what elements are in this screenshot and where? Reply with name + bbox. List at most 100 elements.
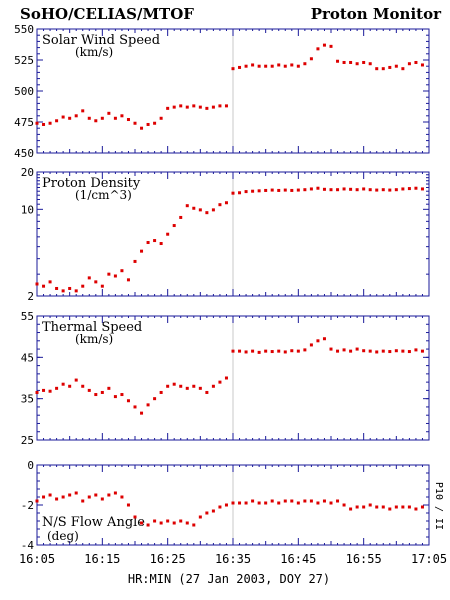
- x-tick-label: 16:35: [215, 552, 251, 566]
- data-point: [251, 499, 255, 503]
- data-point: [146, 403, 150, 407]
- data-point: [126, 399, 130, 403]
- data-point: [342, 60, 346, 64]
- data-point: [81, 499, 85, 503]
- data-point: [205, 390, 209, 394]
- data-point: [185, 521, 189, 525]
- data-point: [61, 115, 65, 119]
- data-point: [388, 65, 392, 69]
- header-left-title: SoHO/CELIAS/MTOF: [20, 5, 194, 23]
- data-point: [322, 43, 326, 47]
- data-point: [172, 224, 176, 228]
- panel-4: -4 -2 0 N/S Flow Angle(deg): [21, 459, 430, 552]
- data-point: [179, 104, 183, 108]
- data-point: [146, 241, 150, 245]
- data-point: [166, 232, 170, 236]
- data-point: [55, 386, 59, 390]
- data-point: [388, 188, 392, 192]
- data-point: [211, 105, 215, 109]
- data-point: [55, 119, 59, 123]
- panel-2: 2 10 20 Proton Density(1/cm^3): [21, 166, 430, 303]
- data-point: [401, 67, 405, 71]
- data-point: [336, 499, 340, 503]
- y-tick-label: 35: [21, 393, 34, 406]
- y-tick-label: 25: [21, 434, 34, 447]
- data-point: [388, 350, 392, 354]
- data-point: [349, 349, 353, 353]
- data-point: [296, 188, 300, 192]
- data-point: [153, 397, 157, 401]
- data-point: [296, 501, 300, 505]
- data-point: [342, 503, 346, 507]
- data-point: [107, 386, 111, 390]
- panel-title: Solar Wind Speed: [42, 33, 160, 48]
- data-point: [244, 501, 248, 505]
- data-point: [74, 378, 78, 382]
- data-point: [55, 286, 59, 290]
- panel-title: N/S Flow Angle: [42, 515, 145, 530]
- x-tick-label: 16:45: [280, 552, 316, 566]
- data-point: [270, 64, 274, 68]
- data-point: [251, 63, 255, 67]
- data-point: [283, 350, 287, 354]
- x-tick-label: 16:25: [150, 552, 186, 566]
- data-point: [309, 343, 313, 347]
- data-point: [87, 495, 91, 499]
- data-point: [100, 284, 104, 288]
- y-tick-label: 0: [27, 459, 34, 472]
- data-point: [35, 282, 39, 286]
- data-point: [185, 105, 189, 109]
- data-point: [153, 239, 157, 243]
- data-point: [316, 47, 320, 51]
- data-point: [120, 393, 124, 397]
- data-point: [375, 505, 379, 509]
- data-point: [94, 119, 98, 123]
- data-point: [388, 507, 392, 511]
- data-point: [126, 503, 130, 507]
- data-point: [342, 187, 346, 191]
- data-point: [264, 64, 268, 68]
- x-axis-label: HR:MIN (27 Jan 2003, DOY 27): [128, 572, 330, 586]
- data-point: [205, 211, 209, 215]
- data-point: [401, 505, 405, 509]
- data-point: [48, 493, 52, 497]
- data-point: [133, 121, 137, 125]
- data-point: [133, 259, 137, 263]
- panel-subtitle: (deg): [47, 529, 79, 543]
- data-point: [349, 60, 353, 64]
- data-point: [231, 67, 235, 71]
- data-point: [179, 215, 183, 219]
- data-point: [251, 349, 255, 353]
- data-point: [303, 62, 307, 66]
- data-point: [68, 384, 72, 388]
- data-point: [224, 503, 228, 507]
- data-point: [283, 64, 287, 68]
- data-point: [218, 505, 222, 509]
- data-point: [224, 201, 228, 205]
- data-point: [42, 388, 46, 392]
- data-point: [296, 349, 300, 353]
- data-point: [87, 276, 91, 280]
- data-point: [146, 122, 150, 126]
- panel-title: Proton Density: [42, 176, 141, 191]
- data-point: [120, 114, 124, 118]
- data-point: [55, 497, 59, 501]
- data-point: [264, 188, 268, 192]
- data-point: [420, 187, 424, 191]
- data-point: [140, 126, 144, 130]
- data-point: [61, 289, 65, 293]
- data-point: [420, 505, 424, 509]
- data-point: [322, 499, 326, 503]
- data-point: [48, 389, 52, 393]
- data-point: [224, 104, 228, 108]
- data-point: [113, 395, 117, 399]
- data-point: [264, 349, 268, 353]
- data-point: [407, 350, 411, 354]
- data-point: [355, 347, 359, 351]
- data-point: [336, 59, 340, 63]
- x-tick-label: 16:05: [19, 552, 55, 566]
- data-point: [68, 286, 72, 290]
- data-point: [231, 349, 235, 353]
- data-point: [166, 106, 170, 110]
